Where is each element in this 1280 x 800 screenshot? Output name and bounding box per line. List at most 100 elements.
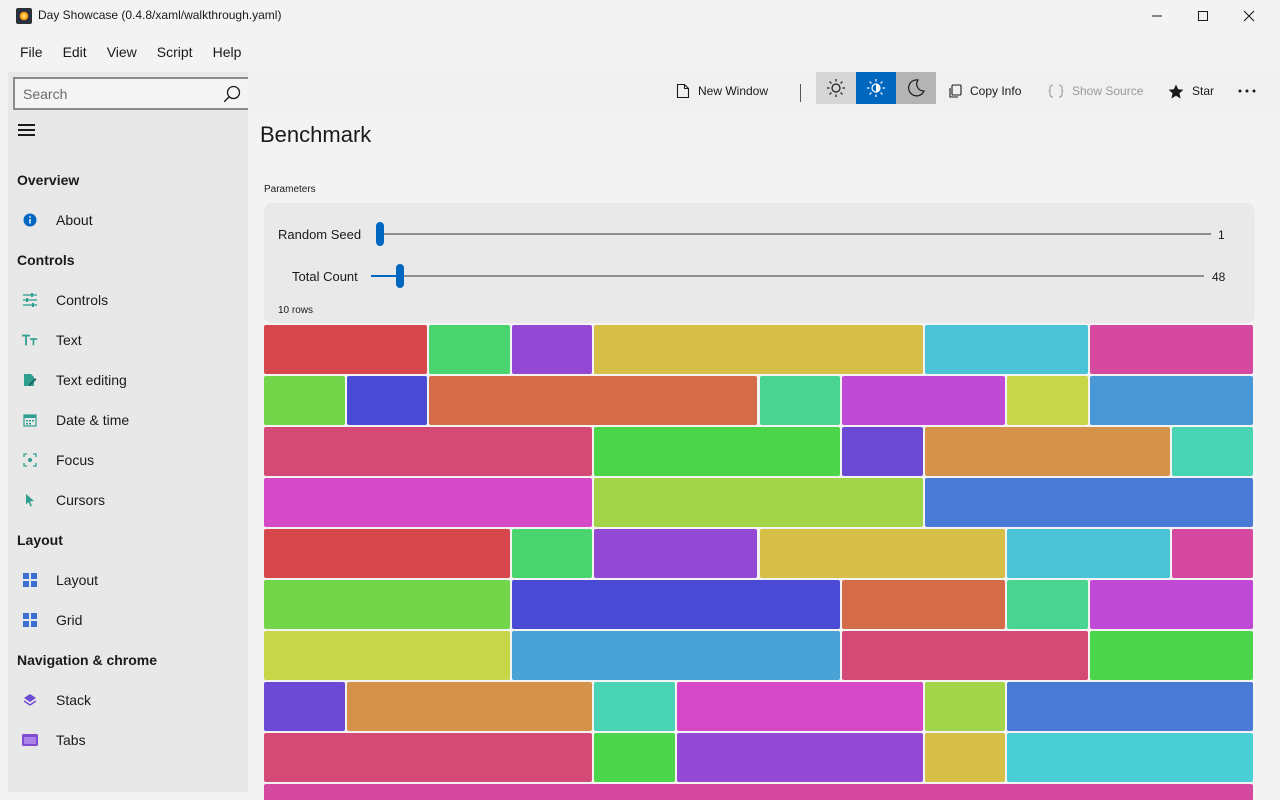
sidebar-item-tabs[interactable]: Tabs — [8, 722, 248, 758]
info-icon — [22, 212, 38, 228]
parameters-card: Random Seed 1 Total Count 48 10 rows — [264, 203, 1255, 323]
sidebar-item-label: Grid — [56, 612, 83, 628]
benchmark-block — [1007, 529, 1171, 578]
benchmark-block — [924, 427, 1171, 476]
sidebar-item-label: About — [56, 212, 93, 228]
search-box — [13, 77, 251, 110]
total-count-slider[interactable] — [371, 264, 1204, 288]
contrast-icon — [867, 79, 885, 97]
sidebar-item-date-time[interactable]: Date & time — [8, 402, 248, 438]
benchmark-block — [346, 682, 593, 731]
more-options-button[interactable] — [1238, 72, 1264, 110]
benchmark-block — [264, 784, 1253, 800]
benchmark-block — [594, 427, 841, 476]
benchmark-block — [264, 478, 593, 527]
benchmark-block — [594, 478, 923, 527]
benchmark-block — [842, 376, 1006, 425]
text-size-icon — [22, 332, 38, 348]
benchmark-block — [759, 529, 1006, 578]
benchmark-block — [676, 682, 923, 731]
sliders-icon — [22, 292, 38, 308]
sidebar-item-layout[interactable]: Layout — [8, 562, 248, 598]
random-seed-label: Random Seed — [278, 227, 362, 242]
focus-icon — [22, 452, 38, 468]
benchmark-block — [264, 733, 593, 782]
sidebar-item-label: Layout — [56, 572, 99, 588]
random-seed-slider[interactable] — [376, 222, 1211, 246]
nav-section-overview: Overview — [17, 172, 80, 188]
hamburger-menu-icon[interactable] — [18, 122, 38, 138]
sidebar-item-controls[interactable]: Controls — [8, 282, 248, 318]
sidebar: Overview About Controls Controls Text T — [8, 72, 251, 792]
benchmark-block — [346, 376, 428, 425]
page-title: Benchmark — [260, 122, 372, 147]
benchmark-block — [1089, 580, 1253, 629]
benchmark-block — [676, 733, 923, 782]
edit-icon — [22, 372, 38, 388]
close-icon — [1243, 10, 1255, 22]
sidebar-item-cursors[interactable]: Cursors — [8, 482, 248, 518]
sidebar-item-label: Date & time — [56, 412, 130, 428]
stack-icon — [22, 692, 38, 708]
light-theme-button[interactable] — [816, 72, 856, 104]
benchmark-block — [264, 529, 510, 578]
copy-info-button[interactable]: Copy Info — [948, 72, 1021, 110]
benchmark-block — [759, 376, 841, 425]
rows-count-label: 10 rows — [278, 305, 314, 316]
sidebar-item-about[interactable]: About — [8, 202, 248, 238]
title-bar: Day Showcase (0.4.8/xaml/walkthrough.yam… — [0, 0, 1280, 32]
sidebar-item-label: Controls — [56, 292, 109, 308]
sidebar-item-label: Cursors — [56, 492, 106, 508]
minimize-button[interactable] — [1134, 0, 1180, 32]
new-document-icon — [676, 83, 690, 99]
benchmark-block — [264, 376, 345, 425]
benchmark-block — [264, 427, 593, 476]
total-count-thumb[interactable] — [396, 264, 404, 288]
menu-edit[interactable]: Edit — [62, 44, 87, 60]
sidebar-item-label: Focus — [56, 452, 95, 468]
menu-script[interactable]: Script — [156, 44, 193, 60]
sidebar-item-stack[interactable]: Stack — [8, 682, 248, 718]
menu-help[interactable]: Help — [212, 44, 242, 60]
maximize-button[interactable] — [1180, 0, 1226, 32]
sidebar-item-text-editing[interactable]: Text editing — [8, 362, 248, 398]
benchmark-block — [1007, 376, 1088, 425]
benchmark-block — [924, 733, 1006, 782]
copy-info-label: Copy Info — [970, 84, 1022, 98]
benchmark-block — [264, 325, 428, 374]
cursor-icon — [22, 492, 38, 508]
benchmark-block — [429, 376, 758, 425]
sidebar-item-text[interactable]: Text — [8, 322, 248, 358]
random-seed-thumb[interactable] — [376, 222, 384, 246]
benchmark-block — [511, 631, 841, 680]
star-button[interactable]: Star — [1168, 72, 1214, 110]
benchmark-block — [594, 529, 758, 578]
search-input[interactable] — [23, 85, 213, 103]
menu-bar: File Edit View Script Help — [0, 36, 251, 68]
benchmark-block — [1172, 529, 1253, 578]
search-icon[interactable] — [223, 85, 241, 103]
benchmark-block — [1172, 427, 1253, 476]
calendar-icon — [22, 412, 38, 428]
moon-icon — [908, 79, 925, 97]
benchmark-block — [842, 427, 923, 476]
benchmark-block — [924, 478, 1253, 527]
toolbar-separator — [800, 84, 801, 102]
menu-view[interactable]: View — [106, 44, 137, 60]
sidebar-item-grid[interactable]: Grid — [8, 602, 248, 638]
nav-section-layout: Layout — [17, 532, 63, 548]
benchmark-block — [264, 580, 510, 629]
benchmark-block — [594, 325, 923, 374]
benchmark-block — [594, 682, 675, 731]
auto-theme-button[interactable] — [856, 72, 896, 104]
sidebar-item-focus[interactable]: Focus — [8, 442, 248, 478]
sidebar-item-label: Text editing — [56, 372, 127, 388]
benchmark-block — [511, 580, 841, 629]
sidebar-item-label: Text — [56, 332, 82, 348]
menu-file[interactable]: File — [20, 44, 43, 60]
star-icon — [1168, 84, 1184, 98]
show-source-button[interactable]: Show Source — [1048, 72, 1143, 110]
close-button[interactable] — [1226, 0, 1272, 32]
new-window-button[interactable]: New Window — [676, 72, 768, 110]
dark-theme-button[interactable] — [896, 72, 936, 104]
